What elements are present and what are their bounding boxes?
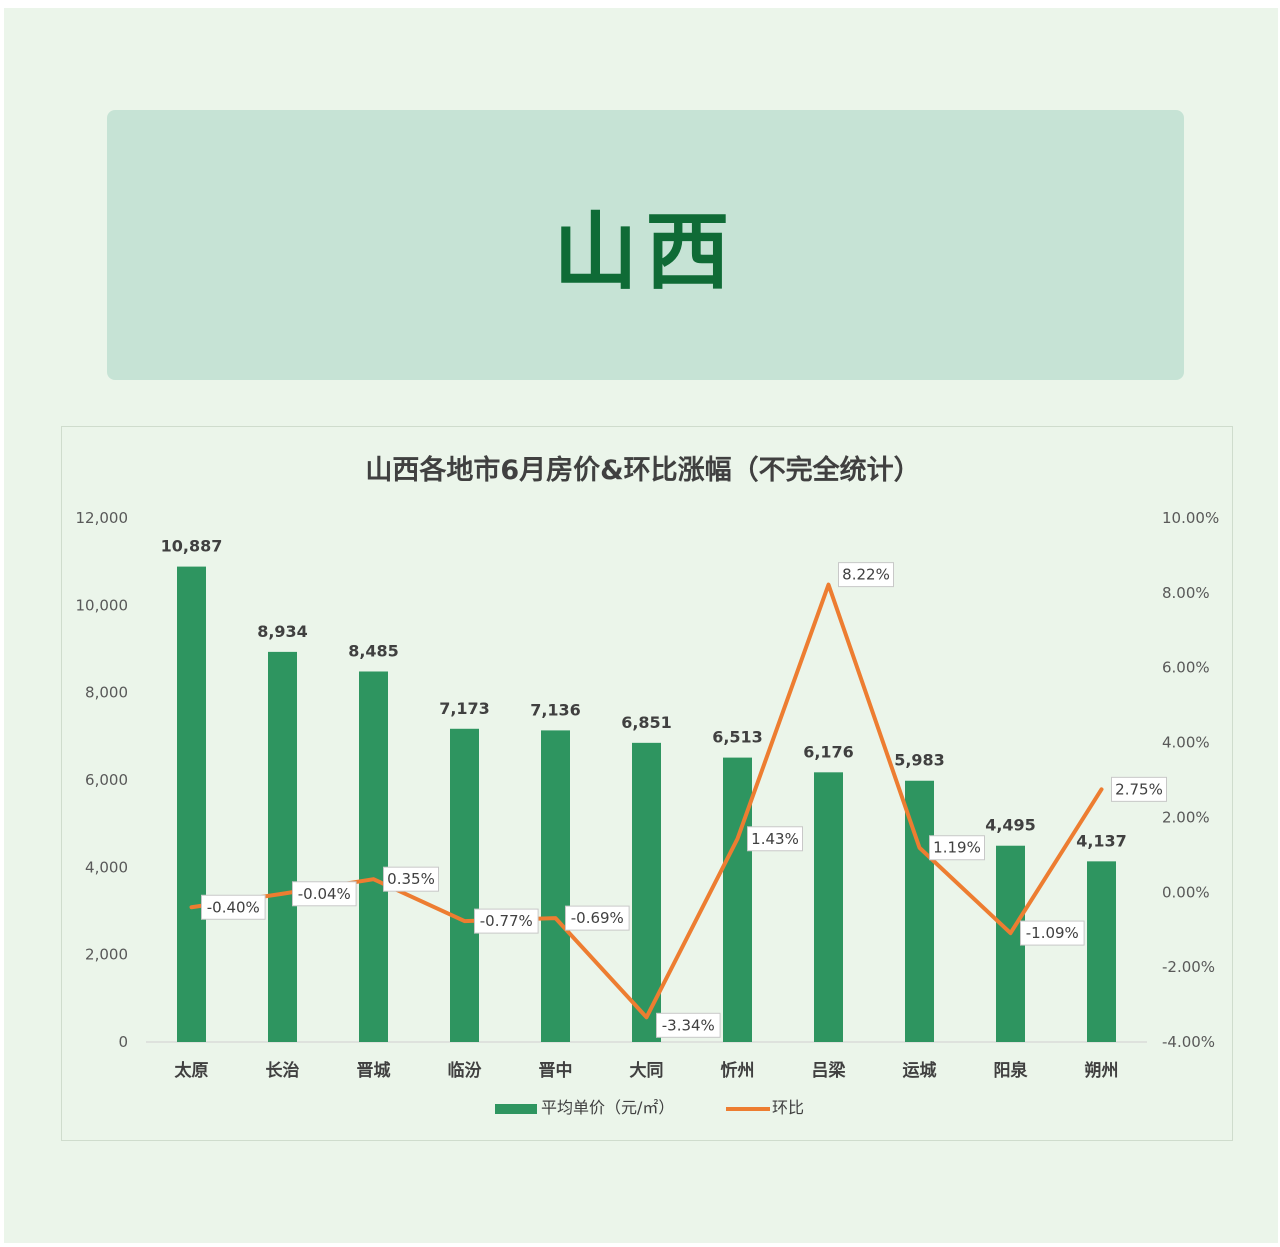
x-tick-label: 吕梁 bbox=[812, 1060, 847, 1081]
bar bbox=[268, 651, 297, 1042]
bar bbox=[541, 730, 570, 1042]
line-value-label: -0.69% bbox=[571, 909, 624, 927]
bar-value-label: 6,176 bbox=[803, 742, 854, 761]
x-tick-label: 阳泉 bbox=[994, 1060, 1029, 1081]
line-label-box bbox=[1020, 920, 1085, 946]
bar-value-label: 5,983 bbox=[894, 751, 945, 770]
y-left-tick-label: 0 bbox=[118, 1033, 128, 1051]
bar bbox=[814, 772, 843, 1042]
x-tick-label: 忻州 bbox=[721, 1060, 755, 1081]
line-label-box bbox=[656, 1012, 721, 1038]
bar-value-label: 4,137 bbox=[1076, 831, 1127, 850]
bar bbox=[359, 671, 388, 1042]
line-label-box bbox=[838, 562, 894, 588]
bar-value-label: 10,887 bbox=[161, 537, 223, 556]
line-label-box bbox=[292, 881, 357, 907]
y-left-tick-label: 2,000 bbox=[85, 946, 128, 964]
y-left-tick-label: 6,000 bbox=[85, 771, 128, 789]
y-right-tick-label: 2.00% bbox=[1162, 808, 1210, 826]
bar bbox=[177, 566, 206, 1042]
y-left-tick-label: 8,000 bbox=[85, 684, 128, 702]
line-value-label: -3.34% bbox=[662, 1016, 715, 1034]
page-title: 山西 bbox=[553, 202, 738, 301]
x-tick-label: 太原 bbox=[175, 1060, 209, 1081]
y-right-tick-label: 8.00% bbox=[1162, 584, 1210, 602]
line-value-label: 8.22% bbox=[842, 566, 890, 584]
line-label-box bbox=[474, 908, 539, 934]
y-right-tick-label: 0.00% bbox=[1162, 883, 1210, 901]
bar bbox=[723, 757, 752, 1042]
bar-value-label: 7,173 bbox=[439, 699, 490, 718]
x-tick-label: 晋中 bbox=[539, 1060, 573, 1081]
y-right-tick-label: 6.00% bbox=[1162, 659, 1210, 677]
line-value-label: -0.40% bbox=[207, 898, 260, 916]
line-value-label: 2.75% bbox=[1115, 780, 1163, 798]
bar bbox=[1087, 861, 1116, 1042]
line-label-box bbox=[1111, 776, 1167, 802]
bar-value-label: 6,513 bbox=[712, 728, 763, 747]
bar-value-label: 8,485 bbox=[348, 641, 399, 660]
line-value-label: -1.09% bbox=[1026, 924, 1079, 942]
line-value-label: 1.43% bbox=[751, 830, 799, 848]
legend-label-bar: 平均单价（元/㎡） bbox=[541, 1098, 674, 1117]
page-background: 山西 山西各地市6月房价&环比涨幅（不完全统计） 0 2,000 4,000 6,00… bbox=[4, 8, 1278, 1243]
y-right-tick-label: 10.00% bbox=[1162, 509, 1219, 527]
bar-value-label: 4,495 bbox=[985, 816, 1036, 835]
chart-panel: 山西各地市6月房价&环比涨幅（不完全统计） 0 2,000 4,000 6,000 8,… bbox=[61, 426, 1233, 1141]
chart-title: 山西各地市6月房价&环比涨幅（不完全统计） bbox=[365, 454, 920, 486]
x-tick-label: 长治 bbox=[266, 1060, 300, 1081]
x-tick-label: 运城 bbox=[903, 1061, 937, 1081]
x-tick-label: 大同 bbox=[630, 1060, 664, 1081]
legend-swatch-bar bbox=[495, 1104, 537, 1114]
line-label-box bbox=[929, 835, 985, 861]
y-left-tick-label: 10,000 bbox=[76, 596, 129, 614]
line-label-box bbox=[565, 905, 630, 931]
line-value-label: -0.77% bbox=[480, 912, 533, 930]
y-right-tick-label: 4.00% bbox=[1162, 734, 1210, 752]
bar bbox=[632, 742, 661, 1042]
legend-label-line: 环比 bbox=[772, 1098, 804, 1117]
x-tick-label: 临汾 bbox=[448, 1060, 482, 1081]
x-tick-label: 晋城 bbox=[357, 1061, 391, 1081]
header-banner: 山西 bbox=[107, 110, 1184, 380]
line-label-box bbox=[747, 826, 803, 852]
y-left-tick-label: 4,000 bbox=[85, 858, 128, 876]
line-value-label: 0.35% bbox=[387, 870, 435, 888]
bar-value-label: 7,136 bbox=[530, 700, 581, 719]
bar-value-label: 8,934 bbox=[257, 622, 308, 641]
y-right-tick-label: -2.00% bbox=[1162, 958, 1215, 976]
line-label-box bbox=[383, 866, 439, 892]
line-label-box bbox=[201, 894, 266, 920]
line-value-label: 1.19% bbox=[933, 839, 981, 857]
line-value-label: -0.04% bbox=[298, 885, 351, 903]
bar-value-label: 6,851 bbox=[621, 713, 672, 732]
x-tick-label: 朔州 bbox=[1085, 1060, 1119, 1081]
chart-svg: 山西各地市6月房价&环比涨幅（不完全统计） 0 2,000 4,000 6,000 8,… bbox=[76, 454, 1220, 1117]
y-left-tick-label: 12,000 bbox=[76, 509, 129, 527]
y-right-tick-label: -4.00% bbox=[1162, 1033, 1215, 1051]
bar bbox=[450, 728, 479, 1042]
